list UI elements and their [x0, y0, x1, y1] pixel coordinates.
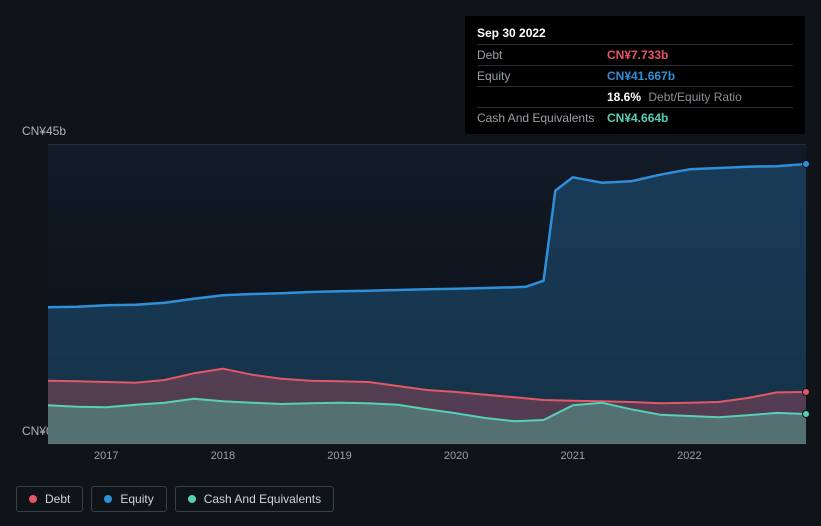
tooltip-row: Equity CN¥41.667b [477, 65, 793, 86]
tooltip-row: Debt CN¥7.733b [477, 44, 793, 65]
series-marker-debt [802, 388, 810, 396]
legend-label: Cash And Equivalents [204, 492, 321, 506]
x-tick-label: 2020 [444, 450, 468, 462]
chart-legend: Debt Equity Cash And Equivalents [16, 486, 334, 512]
chart-svg [48, 144, 806, 444]
legend-dot-icon [29, 495, 37, 503]
tooltip-label: Debt [477, 48, 607, 62]
x-tick-label: 2017 [94, 450, 118, 462]
x-axis: 2017 2018 2019 2020 2021 2022 [48, 450, 806, 466]
legend-label: Equity [120, 492, 153, 506]
tooltip-label: Equity [477, 69, 607, 83]
series-marker-cash [802, 410, 810, 418]
tooltip-label [477, 90, 607, 104]
x-tick-label: 2018 [211, 450, 235, 462]
chart-tooltip: Sep 30 2022 Debt CN¥7.733b Equity CN¥41.… [465, 16, 805, 134]
legend-item-debt[interactable]: Debt [16, 486, 83, 512]
chart-plot-area[interactable] [48, 144, 806, 444]
tooltip-value: CN¥7.733b [607, 48, 668, 62]
legend-item-cash[interactable]: Cash And Equivalents [175, 486, 334, 512]
legend-dot-icon [104, 495, 112, 503]
tooltip-value: 18.6% Debt/Equity Ratio [607, 90, 742, 104]
tooltip-date: Sep 30 2022 [477, 22, 793, 44]
tooltip-ratio-suffix: Debt/Equity Ratio [648, 90, 741, 104]
tooltip-value: CN¥41.667b [607, 69, 675, 83]
tooltip-row: 18.6% Debt/Equity Ratio [477, 86, 793, 107]
tooltip-label: Cash And Equivalents [477, 111, 607, 125]
y-axis-label-top: CN¥45b [22, 124, 66, 138]
tooltip-row: Cash And Equivalents CN¥4.664b [477, 107, 793, 128]
x-tick-label: 2021 [561, 450, 585, 462]
x-tick-label: 2022 [677, 450, 701, 462]
chart-container: Sep 30 2022 Debt CN¥7.733b Equity CN¥41.… [0, 0, 821, 526]
legend-dot-icon [188, 495, 196, 503]
x-tick-label: 2019 [327, 450, 351, 462]
series-marker-equity [802, 160, 810, 168]
legend-item-equity[interactable]: Equity [91, 486, 166, 512]
legend-label: Debt [45, 492, 70, 506]
tooltip-value: CN¥4.664b [607, 111, 668, 125]
tooltip-ratio-value: 18.6% [607, 90, 641, 104]
